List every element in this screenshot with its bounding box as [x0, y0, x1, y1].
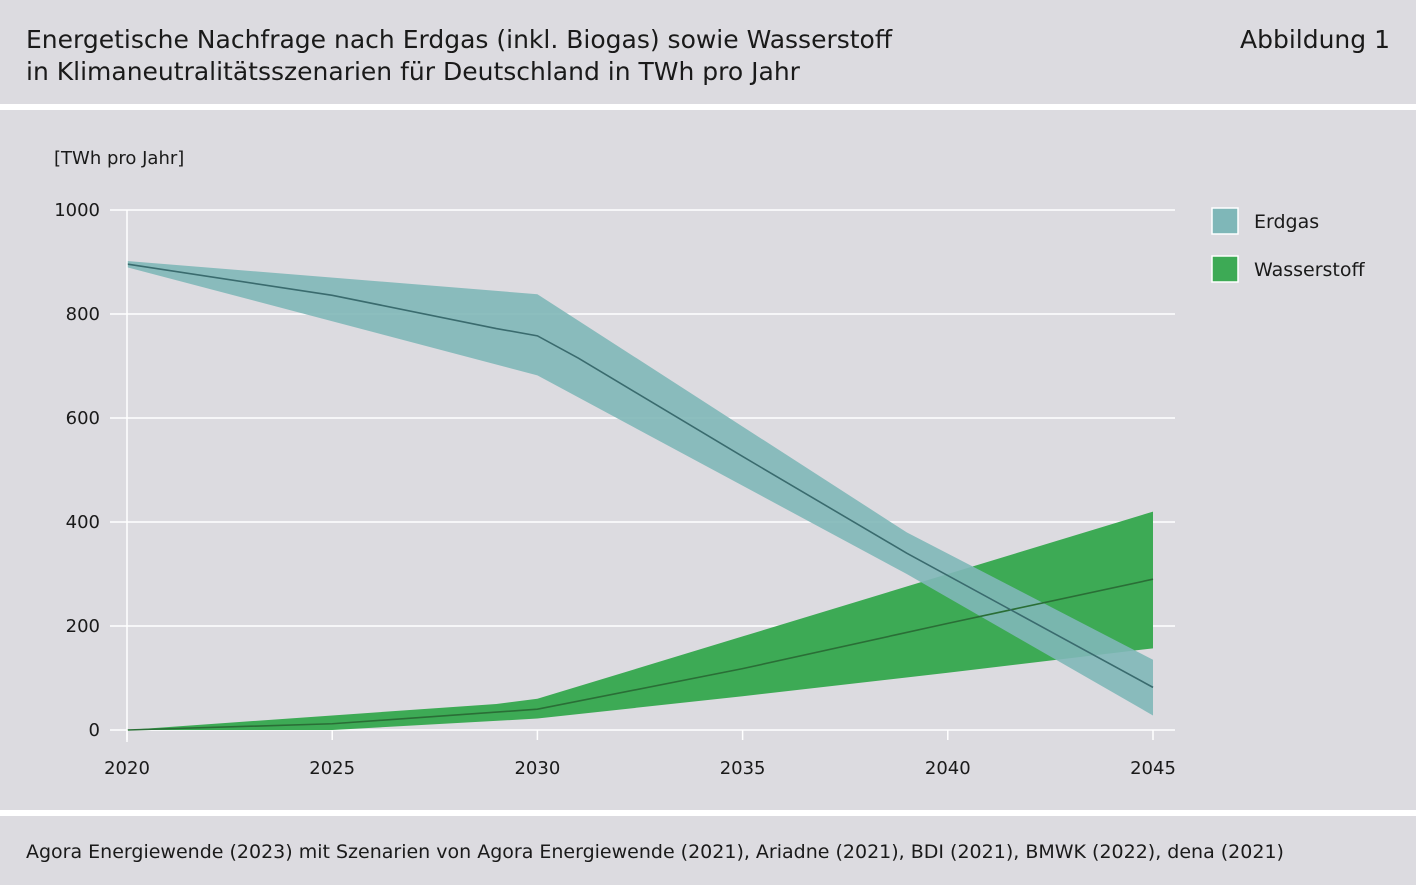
x-tick-label-2020: 2020 [104, 758, 150, 779]
legend-label-wasserstoff: Wasserstoff [1254, 259, 1365, 281]
chart-title-line-1: Energetische Nachfrage nach Erdgas (inkl… [26, 25, 893, 54]
x-tick-label-2040: 2040 [925, 758, 971, 779]
wasserstoff-median-line [126, 578, 1154, 731]
y-tick-label-600: 600 [66, 408, 100, 429]
x-tick-label-2045: 2045 [1130, 758, 1176, 779]
y-tick-label-1000: 1000 [54, 200, 100, 221]
x-tick-label-2030: 2030 [514, 758, 560, 779]
x-tick-label-2035: 2035 [720, 758, 766, 779]
figure-label: Abbildung 1 [1239, 25, 1390, 54]
median-lines [126, 263, 1154, 731]
header: Energetische Nachfrage nach Erdgas (inkl… [0, 0, 1416, 104]
chart-title-line-2: in Klimaneutralitätsszenarien für Deutsc… [26, 57, 800, 86]
y-tick-label-400: 400 [66, 512, 100, 533]
legend-swatch-erdgas [1211, 207, 1239, 235]
source-note: Agora Energiewende (2023) mit Szenarien … [26, 841, 1284, 863]
legend-label-erdgas: Erdgas [1254, 211, 1319, 233]
header-divider [0, 104, 1416, 110]
y-tick-label-0: 0 [89, 720, 100, 741]
chart-svg: [TWh pro Jahr] 0 200 400 600 800 1000 2020 2025… [54, 148, 1365, 779]
wasserstoff-band [127, 511, 1153, 730]
y-tick-label-800: 800 [66, 304, 100, 325]
footer: Agora Energiewende (2023) mit Szenarien … [0, 816, 1416, 885]
chart-title: Energetische Nachfrage nach Erdgas (inkl… [26, 24, 892, 88]
chart-area: [TWh pro Jahr] 0 200 400 600 800 1000 2020 2025… [0, 110, 1416, 810]
legend-swatch-wasserstoff [1211, 255, 1239, 283]
footer-divider [0, 810, 1416, 816]
y-axis-label: [TWh pro Jahr] [54, 148, 184, 169]
bands [127, 260, 1153, 730]
axes: 0 200 400 600 800 1000 2020 2025 2030 2035 2040 204… [54, 200, 1176, 779]
legend: Erdgas Wasserstoff [1211, 207, 1365, 283]
y-tick-label-200: 200 [66, 616, 100, 637]
x-tick-label-2025: 2025 [309, 758, 355, 779]
erdgas-median-line [126, 263, 1154, 689]
